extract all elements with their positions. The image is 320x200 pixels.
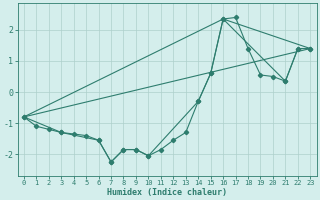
X-axis label: Humidex (Indice chaleur): Humidex (Indice chaleur) — [107, 188, 227, 197]
